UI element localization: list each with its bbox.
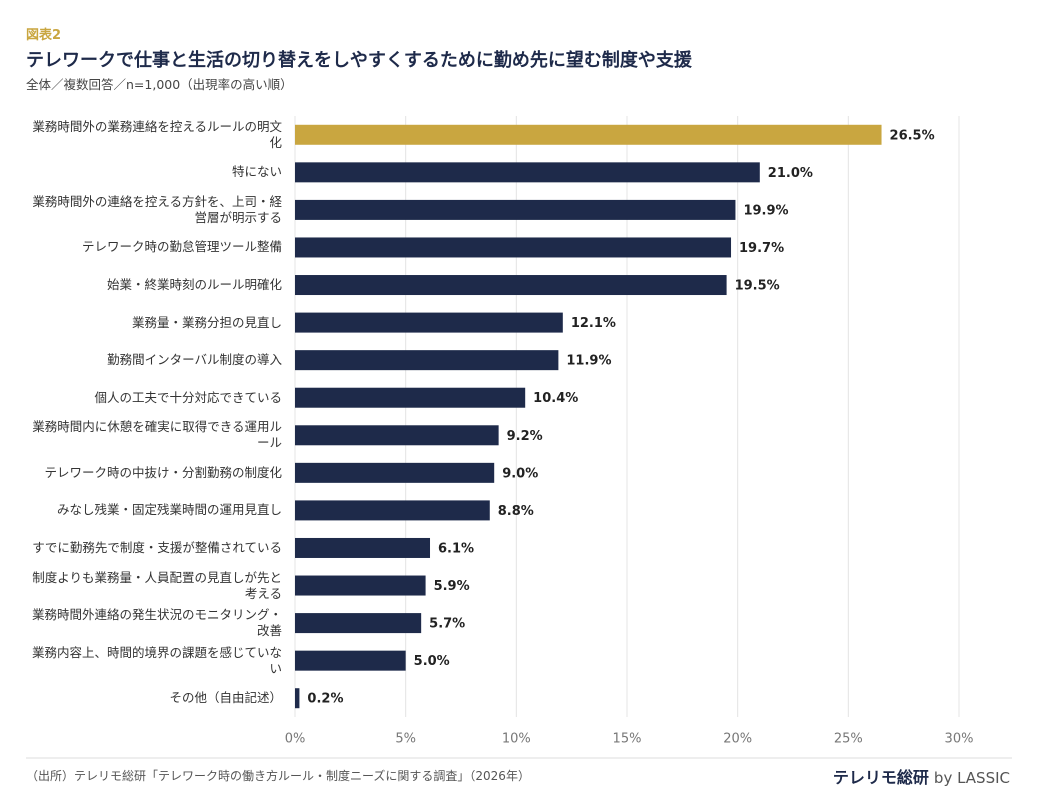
value-label: 19.5% — [735, 279, 780, 294]
value-label: 5.0% — [414, 654, 450, 669]
value-label: 8.8% — [498, 504, 534, 519]
value-label: 19.9% — [743, 203, 788, 218]
value-label: 9.0% — [502, 466, 538, 481]
category-label: 特にない — [231, 164, 282, 180]
x-tick-label: 25% — [834, 732, 863, 747]
value-label: 19.7% — [739, 241, 784, 256]
category-label: 始業・終業時刻のルール明確化 — [106, 277, 282, 293]
category-label: その他（自由記述） — [169, 690, 282, 706]
x-tick-label: 10% — [502, 732, 531, 747]
category-label: 業務量・業務分担の見直し — [131, 314, 282, 330]
figure-label: 図表2 — [26, 28, 62, 43]
category-label: みなし残業・固定残業時間の運用見直し — [56, 502, 282, 518]
bar — [295, 462, 495, 483]
bar — [295, 650, 406, 671]
source-note: （出所）テレリモ総研「テレワーク時の働き方ルール・制度ニーズに関する調査」（20… — [26, 769, 530, 783]
x-tick-label: 20% — [723, 732, 752, 747]
bar — [295, 387, 526, 408]
category-label: 業務時間外連絡の発生状況のモニタリング・改善 — [31, 607, 282, 639]
value-label: 6.1% — [438, 541, 474, 556]
bar — [295, 537, 431, 558]
bar — [295, 500, 490, 521]
category-label: 業務時間内に休憩を確実に取得できる運用ルール — [32, 419, 282, 451]
bar — [295, 162, 760, 183]
value-label: 5.9% — [434, 579, 470, 594]
category-label: テレワーク時の中抜け・分割勤務の制度化 — [44, 464, 282, 480]
category-label: 勤務間インターバル制度の導入 — [107, 352, 282, 368]
bar — [295, 350, 559, 371]
bar — [295, 275, 727, 296]
bar — [295, 613, 422, 634]
x-tick-label: 30% — [945, 732, 974, 747]
bar — [295, 237, 732, 258]
value-label: 5.7% — [429, 617, 465, 632]
x-tick-label: 0% — [285, 732, 306, 747]
category-label: 業務時間外の連絡を控える方針を、上司・経営層が明示する — [32, 193, 282, 225]
bar — [295, 425, 499, 446]
category-label: 業務時間外の業務連絡を控えるルールの明文化 — [32, 118, 282, 150]
bar — [295, 199, 736, 220]
bar — [295, 575, 426, 596]
x-tick-label: 15% — [613, 732, 642, 747]
value-label: 9.2% — [507, 429, 543, 444]
category-label: 個人の工夫で十分対応できている — [94, 389, 282, 405]
bar — [295, 312, 563, 333]
value-label: 0.2% — [307, 692, 343, 707]
x-tick-label: 5% — [395, 732, 416, 747]
value-label: 26.5% — [890, 128, 935, 143]
brand: テレリモ総研 by LASSIC — [833, 764, 1010, 788]
value-label: 21.0% — [768, 166, 813, 181]
value-label: 11.9% — [566, 354, 611, 369]
brand-name: テレリモ総研 — [832, 768, 929, 787]
category-label: 制度よりも業務量・人員配置の見直しが先と考える — [32, 569, 282, 601]
brand-suffix: by LASSIC — [933, 769, 1010, 787]
value-label: 10.4% — [533, 391, 578, 406]
bar — [295, 124, 882, 145]
chart-subtitle: 全体／複数回答／n=1,000（出現率の高い順） — [26, 77, 293, 92]
category-label: すでに勤務先で制度・支援が整備されている — [32, 539, 282, 555]
bar — [295, 688, 300, 709]
value-label: 12.1% — [571, 316, 616, 331]
chart-title: テレワークで仕事と生活の切り替えをしやすくするために勤め先に望む制度や支援 — [26, 50, 692, 71]
category-label: テレワーク時の勤怠管理ツール整備 — [81, 239, 282, 255]
category-label: 業務内容上、時間的境界の課題を感じていない — [31, 644, 282, 676]
